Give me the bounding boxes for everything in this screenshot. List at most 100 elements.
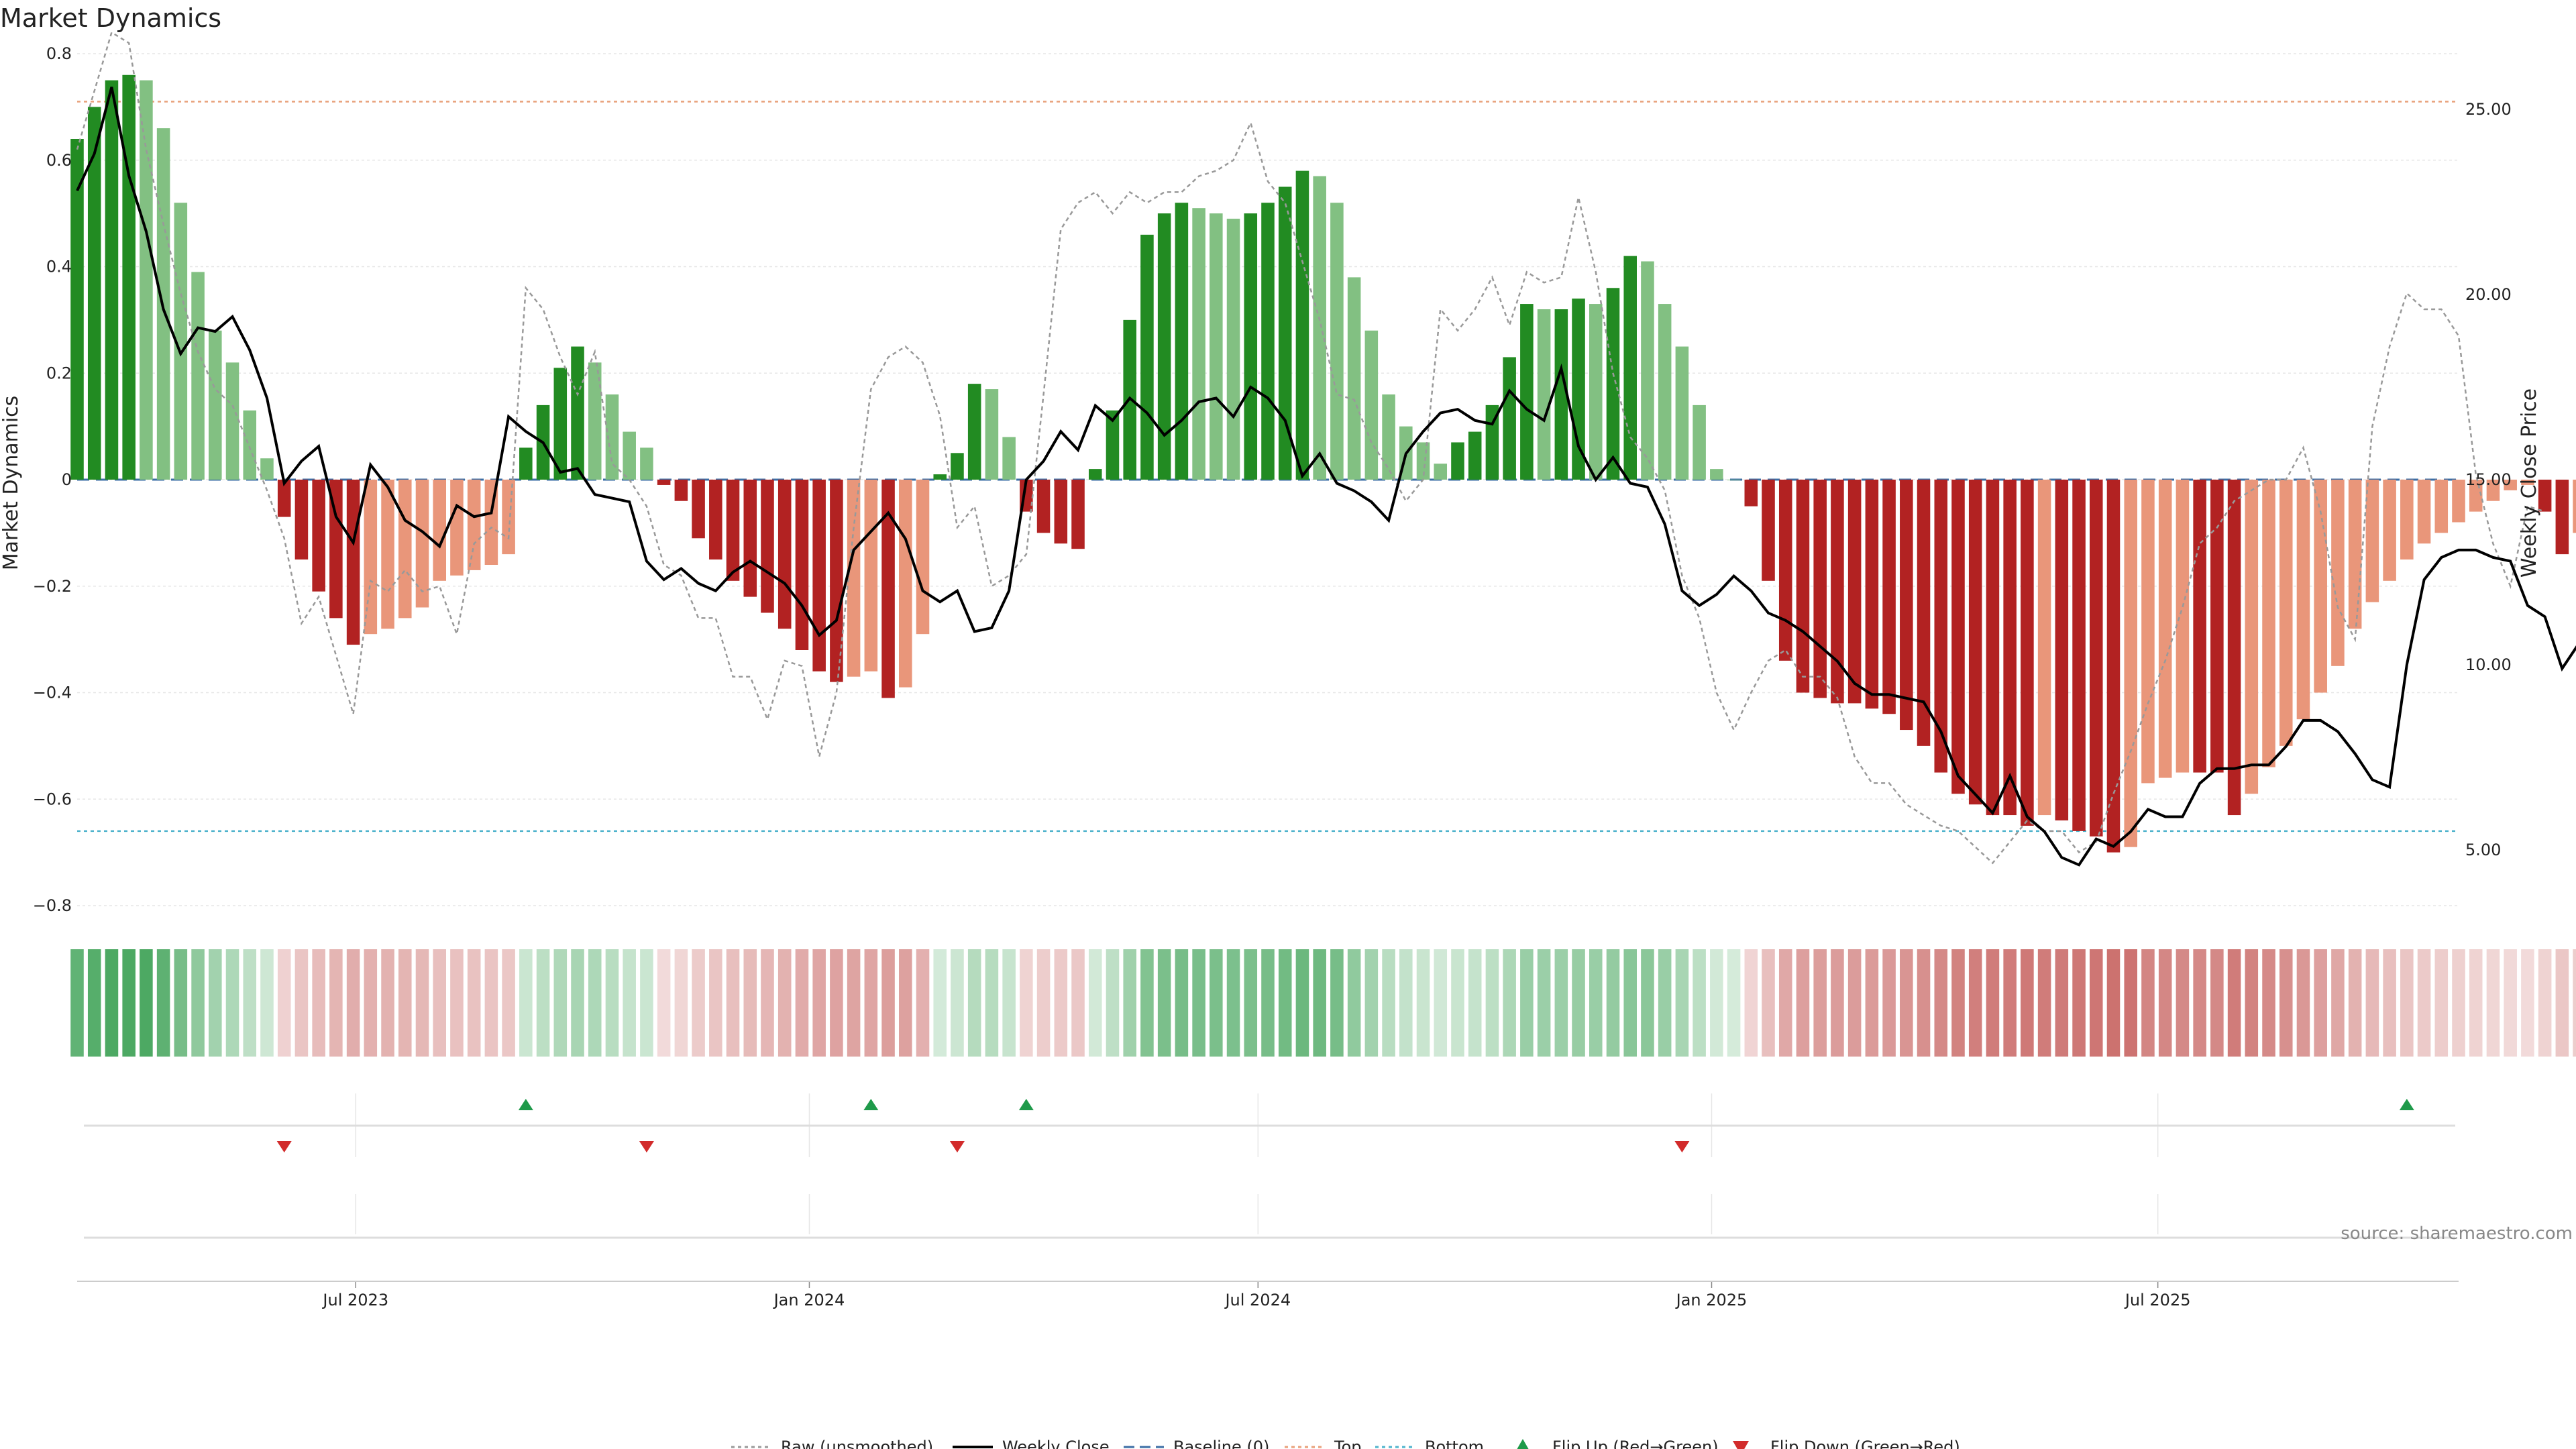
regime-strip-cell (640, 949, 653, 1057)
dynamics-bar (2090, 480, 2103, 837)
dynamics-bar (2365, 480, 2379, 602)
dynamics-bar (1382, 394, 1395, 480)
regime-strip-cell (1986, 949, 2000, 1057)
dynamics-bar (398, 480, 412, 619)
flip-down-marker (1674, 1141, 1690, 1152)
dynamics-bar (364, 480, 378, 635)
dynamics-bar (951, 453, 964, 480)
regime-strip-cell (398, 949, 412, 1057)
legend-item: Flip Down (Green→Red) (1733, 1438, 1960, 1449)
flip-markers (84, 1093, 2455, 1239)
regime-strip-cell (916, 949, 930, 1057)
regime-strip-cell (364, 949, 378, 1057)
regime-strip-cell (2400, 949, 2414, 1057)
dynamics-bar (1813, 480, 1827, 698)
regime-strip-cell (519, 949, 533, 1057)
regime-strip-cell (1675, 949, 1689, 1057)
dynamics-bar (1036, 480, 1051, 533)
dynamics-bar (1710, 469, 1723, 480)
legend-label: Baseline (0) (1173, 1438, 1269, 1449)
dynamics-bar (519, 447, 533, 480)
x-tick-label: Jul 2023 (321, 1291, 388, 1309)
dynamics-bar (87, 107, 101, 480)
y2-axis-label: Weekly Close Price (2518, 388, 2541, 578)
flip-down-marker (276, 1141, 292, 1152)
dynamics-bar (2262, 480, 2275, 767)
regime-strip-cell (933, 949, 947, 1057)
regime-strip-cell (122, 949, 136, 1057)
regime-strip-cell (1451, 949, 1464, 1057)
dynamics-bar (967, 384, 981, 480)
dynamics-bar (277, 480, 291, 517)
regime-strip-cell (1693, 949, 1706, 1057)
x-tick-label: Jan 2025 (1675, 1291, 1748, 1309)
dynamics-bar (1951, 480, 1965, 794)
regime-strip-cell (623, 949, 636, 1057)
legend-item: Weekly Close (953, 1438, 1110, 1449)
dynamics-bar (743, 480, 757, 597)
regime-strip-cell (1054, 949, 1068, 1057)
y2-tick-label: 10.00 (2465, 655, 2512, 674)
regime-strip-cell (2348, 949, 2362, 1057)
dynamics-bar (1917, 480, 1931, 746)
legend-item: Bottom (1375, 1438, 1484, 1449)
dynamics-bar (1520, 304, 1534, 480)
dynamics-bar (2573, 480, 2576, 533)
regime-strip-cell (2504, 949, 2517, 1057)
weekly-close-line (76, 87, 2576, 867)
regime-strip-cell (1572, 949, 1585, 1057)
y-tick-label: 0.6 (46, 151, 72, 170)
dynamics-bar (1900, 480, 1913, 731)
dynamics-bar (2296, 480, 2310, 720)
regime-strip-cell (1399, 949, 1413, 1057)
dynamics-bar (830, 480, 843, 682)
weekly-close-line-layer (76, 87, 2576, 867)
right-axis-ticks: 5.00 10.00 15.00 20.00 25.00 (2465, 100, 2512, 859)
regime-strip-cell (140, 949, 153, 1057)
source-note: source: sharemaestro.com (2341, 1224, 2573, 1244)
dynamics-bar (2538, 480, 2552, 512)
dynamics-bar (1434, 464, 1448, 480)
dynamics-bar (2555, 480, 2569, 555)
regime-strip-cell (2314, 949, 2327, 1057)
regime-strip-cell (657, 949, 671, 1057)
dynamics-bar (2521, 480, 2534, 485)
dynamics-bar (1054, 480, 1068, 544)
dynamics-bar (1675, 346, 1689, 480)
dynamics-bar (1589, 304, 1603, 480)
y-tick-label: 0.8 (46, 44, 72, 63)
regime-strip-cell (761, 949, 774, 1057)
dynamics-bar (1192, 208, 1205, 480)
regime-strip-cell (1900, 949, 1913, 1057)
regime-strip-cell (1762, 949, 1775, 1057)
regime-strip-cell (1175, 949, 1189, 1057)
regime-strip-cell (225, 949, 239, 1057)
regime-strip-cell (1951, 949, 1965, 1057)
regime-strip-cell (2365, 949, 2379, 1057)
regime-strip-cell (830, 949, 843, 1057)
regime-strip-cell (2331, 949, 2345, 1057)
regime-strip-cell (899, 949, 912, 1057)
dynamics-bar (795, 480, 809, 650)
dynamics-bar (709, 480, 722, 560)
flip-down-marker (949, 1141, 965, 1152)
dynamics-bar (1157, 213, 1171, 480)
dynamics-bar (985, 389, 999, 480)
dynamics-bar (1796, 480, 1810, 693)
y-tick-label: 0 (62, 470, 72, 489)
y-tick-label: −0.2 (33, 577, 72, 596)
regime-strip-cell (2573, 949, 2576, 1057)
regime-strip-cell (1434, 949, 1448, 1057)
regime-strip-cell (692, 949, 705, 1057)
dynamics-bar (933, 474, 947, 480)
dynamics-bar (2400, 480, 2414, 560)
regime-strip-cell (191, 949, 205, 1057)
regime-strip-cell (1192, 949, 1205, 1057)
dynamics-bar (1658, 304, 1672, 480)
regime-strip-cell (2417, 949, 2431, 1057)
y2-tick-label: 25.00 (2465, 100, 2512, 119)
regime-strip-cell (1157, 949, 1171, 1057)
regime-strip-cell (1020, 949, 1033, 1057)
regime-strip-cell (209, 949, 222, 1057)
dynamics-bar (140, 80, 153, 480)
